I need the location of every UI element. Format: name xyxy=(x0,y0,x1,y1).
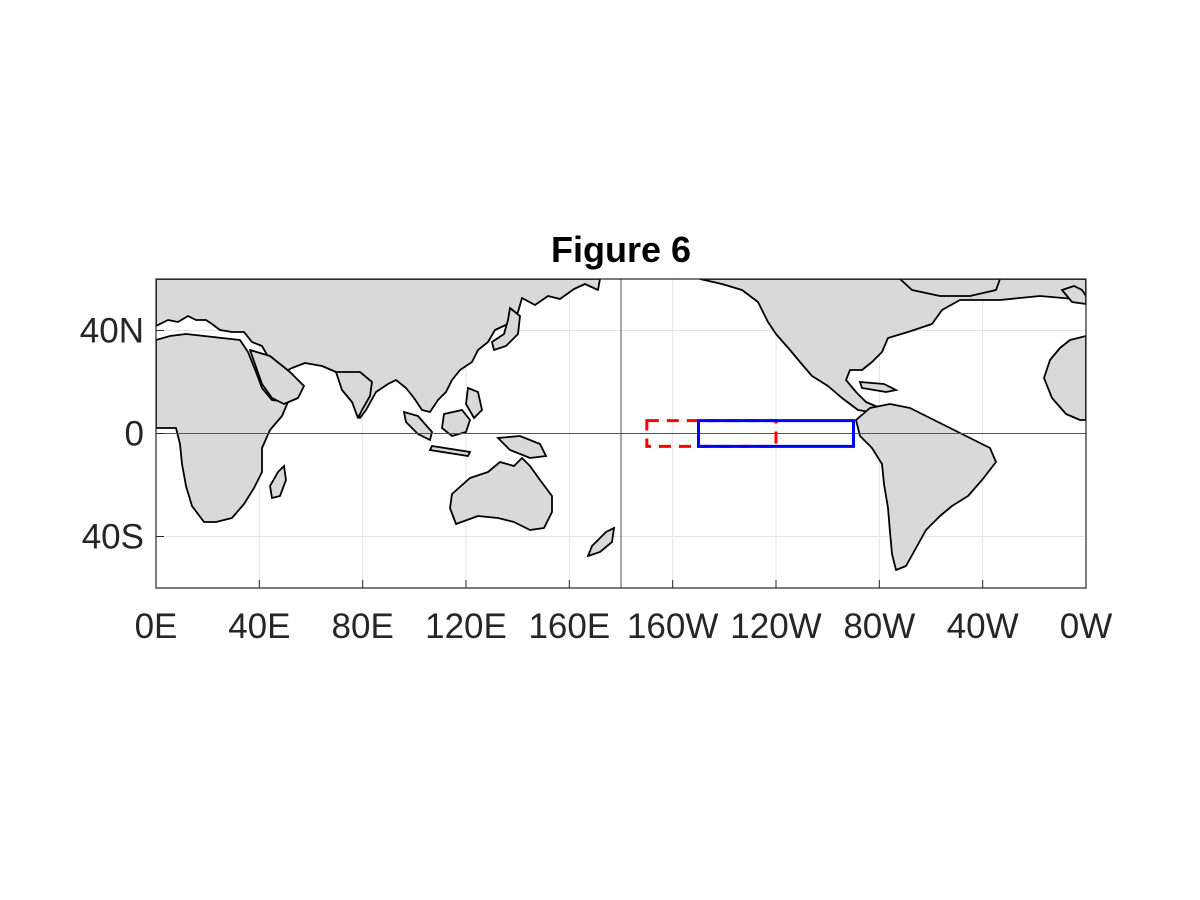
y-tick-label: 40N xyxy=(80,312,144,351)
africa-land xyxy=(156,333,289,523)
land-masses xyxy=(156,279,1086,571)
x-tick-label: 80E xyxy=(332,607,394,646)
x-tick-label: 160W xyxy=(627,607,718,646)
japan-land xyxy=(490,306,521,352)
philippines-land xyxy=(465,386,483,420)
y-axis-ticks: 40N 0 40S xyxy=(80,312,164,557)
eurasia-land xyxy=(156,279,601,419)
new-guinea-land xyxy=(496,435,548,459)
java-land xyxy=(428,445,472,457)
south-america-land xyxy=(855,403,997,571)
australia-land xyxy=(449,457,553,531)
region-boxes xyxy=(645,419,855,448)
sumatra-land xyxy=(402,410,433,442)
arctic-islands-land xyxy=(899,279,1001,297)
x-tick-label: 120W xyxy=(730,607,821,646)
madagascar-land xyxy=(269,464,287,500)
borneo-land xyxy=(441,408,472,437)
west-africa-wrap-land xyxy=(1043,335,1086,421)
x-axis-ticks: 0E 40E 80E 120E 160E 160W 120W 80W 40W 0W xyxy=(135,580,1113,646)
north-america-land xyxy=(699,279,1086,413)
y-tick-label: 40S xyxy=(82,518,144,557)
x-tick-label: 40W xyxy=(947,607,1019,646)
x-tick-label: 80W xyxy=(843,607,915,646)
x-tick-label: 120E xyxy=(425,607,507,646)
india-land xyxy=(335,371,373,419)
cuba-land xyxy=(858,380,899,393)
europe-wrap-land xyxy=(1060,285,1086,305)
arabia-land xyxy=(249,349,305,405)
x-tick-label: 160E xyxy=(528,607,610,646)
x-tick-label: 0E xyxy=(135,607,178,646)
new-zealand-land xyxy=(586,526,616,558)
x-tick-label: 40E xyxy=(228,607,290,646)
y-tick-label: 0 xyxy=(125,415,144,454)
blue-solid-box xyxy=(697,419,855,448)
figure-title: Figure 6 xyxy=(551,229,691,270)
x-tick-label: 0W xyxy=(1060,607,1113,646)
